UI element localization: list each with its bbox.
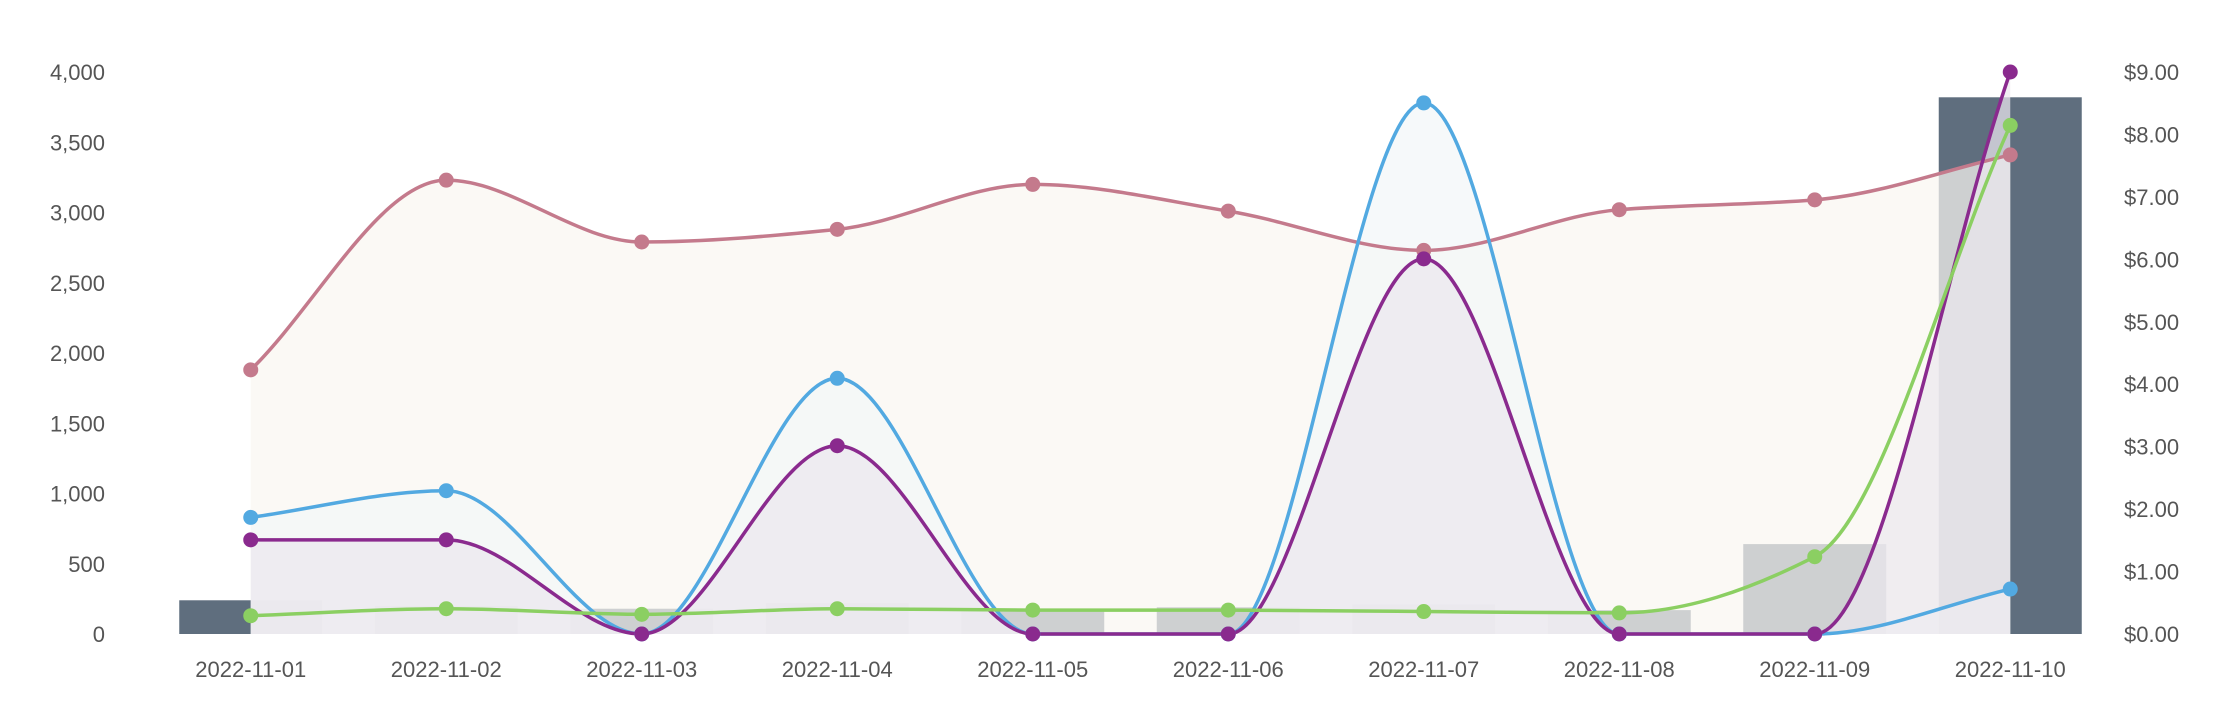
- right-tick-label: $8.00: [2124, 122, 2179, 147]
- left-tick-label: 500: [68, 552, 105, 577]
- data-points-group: [243, 64, 2018, 642]
- series-2-point-2022-11-02[interactable]: [438, 483, 454, 499]
- series-4-point-2022-11-07[interactable]: [1416, 604, 1432, 620]
- series-4-point-2022-11-09[interactable]: [1807, 549, 1823, 565]
- right-tick-label: $3.00: [2124, 435, 2179, 460]
- left-tick-label: 0: [93, 622, 105, 647]
- series-3-point-2022-11-08[interactable]: [1611, 626, 1627, 642]
- left-tick-label: 2,000: [50, 341, 105, 366]
- x-tick-label: 2022-11-09: [1759, 657, 1870, 682]
- series-1-area: [250, 154, 2011, 634]
- series-1-point-2022-11-06[interactable]: [1220, 203, 1236, 219]
- x-tick-label: 2022-11-03: [586, 657, 697, 682]
- series-1-point-2022-11-08[interactable]: [1611, 202, 1627, 218]
- x-tick-label: 2022-11-10: [1955, 657, 2066, 682]
- right-tick-label: $9.00: [2124, 60, 2179, 85]
- series-3-point-2022-11-05[interactable]: [1025, 626, 1041, 642]
- right-tick-label: $5.00: [2124, 310, 2179, 335]
- area-fills-group: [250, 72, 2011, 634]
- series-3-point-2022-11-02[interactable]: [438, 532, 454, 548]
- series-1-point-2022-11-04[interactable]: [829, 221, 845, 237]
- series-1-point-2022-11-02[interactable]: [438, 172, 454, 188]
- left-tick-label: 3,000: [50, 201, 105, 226]
- series-2-point-2022-11-10[interactable]: [2002, 581, 2018, 597]
- series-4-point-2022-11-01[interactable]: [243, 608, 259, 624]
- left-tick-label: 1,000: [50, 482, 105, 507]
- series-3-point-2022-11-03[interactable]: [634, 626, 650, 642]
- series-1-point-2022-11-01[interactable]: [243, 362, 259, 378]
- series-1-point-2022-11-09[interactable]: [1807, 192, 1823, 208]
- left-tick-label: 3,500: [50, 130, 105, 155]
- left-tick-label: 4,000: [50, 60, 105, 85]
- x-axis: 2022-11-01 2022-11-02 2022-11-03 2022-11-04…: [195, 657, 2065, 682]
- series-3-point-2022-11-10[interactable]: [2002, 64, 2018, 80]
- left-tick-label: 1,500: [50, 411, 105, 436]
- x-tick-label: 2022-11-04: [782, 657, 893, 682]
- x-tick-label: 2022-11-06: [1173, 657, 1284, 682]
- right-tick-label: $1.00: [2124, 560, 2179, 585]
- series-1-point-2022-11-03[interactable]: [634, 234, 650, 250]
- right-tick-label: $7.00: [2124, 185, 2179, 210]
- x-tick-label: 2022-11-07: [1368, 657, 1479, 682]
- left-y-axis: 0 500 1,000 1,500 2,000 2,500 3,000 3,500 4,000: [50, 60, 105, 647]
- series-3-point-2022-11-07[interactable]: [1416, 251, 1432, 267]
- x-tick-label: 2022-11-08: [1564, 657, 1675, 682]
- series-1-point-2022-11-05[interactable]: [1025, 176, 1041, 192]
- right-tick-label: $0.00: [2124, 622, 2179, 647]
- series-3-area: [250, 72, 2011, 634]
- left-tick-label: 2,500: [50, 271, 105, 296]
- series-2-point-2022-11-01[interactable]: [243, 509, 259, 525]
- series-2-point-2022-11-04[interactable]: [829, 370, 845, 386]
- series-3-point-2022-11-06[interactable]: [1220, 626, 1236, 642]
- series-3-point-2022-11-09[interactable]: [1807, 626, 1823, 642]
- series-4-point-2022-11-05[interactable]: [1025, 602, 1041, 618]
- series-4-point-2022-11-10[interactable]: [2002, 117, 2018, 133]
- series-1-point-2022-11-10[interactable]: [2002, 147, 2018, 163]
- series-4-point-2022-11-03[interactable]: [634, 606, 650, 622]
- right-y-axis: $0.00 $1.00 $2.00 $3.00 $4.00 $5.00 $6.00 $7.00…: [2124, 60, 2179, 647]
- series-3-point-2022-11-01[interactable]: [243, 532, 259, 548]
- series-4-point-2022-11-08[interactable]: [1611, 605, 1627, 621]
- x-tick-label: 2022-11-01: [195, 657, 306, 682]
- x-tick-label: 2022-11-02: [391, 657, 502, 682]
- series-3-point-2022-11-04[interactable]: [829, 438, 845, 454]
- right-tick-label: $6.00: [2124, 247, 2179, 272]
- series-4-point-2022-11-02[interactable]: [438, 601, 454, 617]
- right-tick-label: $4.00: [2124, 372, 2179, 397]
- right-tick-label: $2.00: [2124, 497, 2179, 522]
- series-4-point-2022-11-06[interactable]: [1220, 602, 1236, 618]
- series-1-line: [249, 153, 2012, 372]
- series-2-point-2022-11-07[interactable]: [1416, 95, 1432, 111]
- series-4-point-2022-11-04[interactable]: [829, 601, 845, 617]
- x-tick-label: 2022-11-05: [977, 657, 1088, 682]
